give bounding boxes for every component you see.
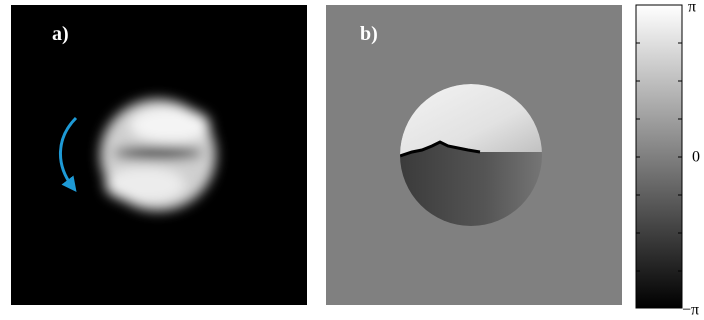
panel-a: a) [11,5,307,305]
figure: a) b) π 0 −π [0,0,704,320]
colorbar: π 0 −π [636,0,700,319]
colorbar-gradient [636,5,682,308]
colorbar-tick-label: π [688,0,696,16]
panel-b: b) [326,5,622,305]
colorbar-tick-label: −π [682,302,699,319]
panel-label: b) [360,23,378,45]
colorbar-tick-label: 0 [692,149,700,166]
panel-label: a) [52,23,69,45]
intensity-ring [100,99,216,211]
